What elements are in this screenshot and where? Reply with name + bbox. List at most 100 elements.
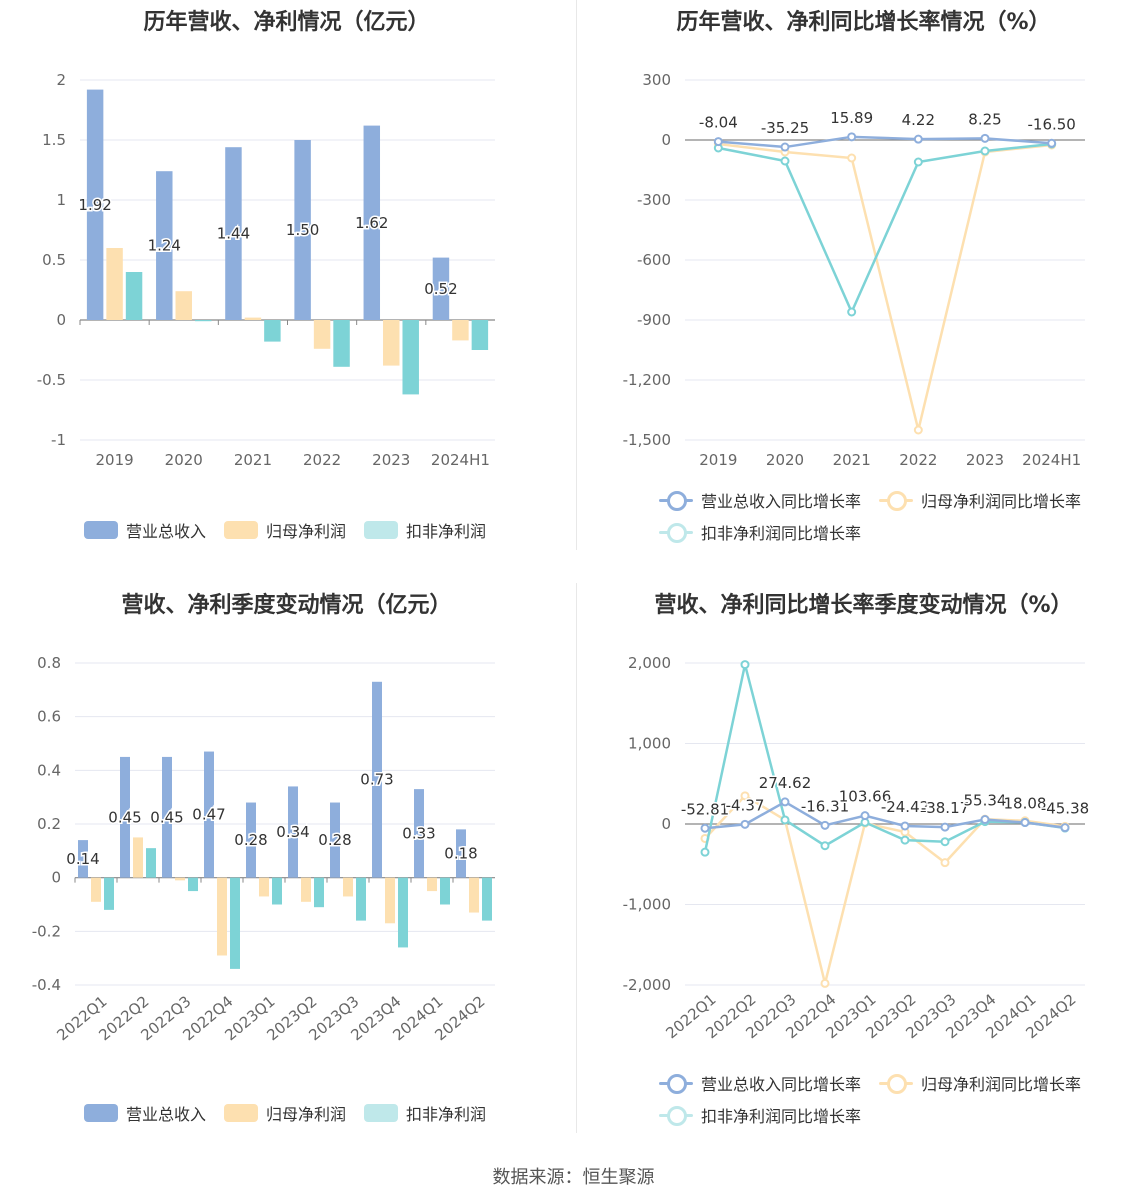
- chart-panel-annual-bar: 历年营收、净利情况（亿元） 2 1.5 1 0.5 0 -0.5 -1 2019 2020 202…: [0, 0, 573, 580]
- bar-value-label: 0.28: [234, 831, 267, 849]
- data-point: [913, 157, 923, 167]
- chart-panel-quarter-bar: 营收、净利季度变动情况（亿元） 0.8 0.6 0.4 0.2 0 -0.2 -0.4 202…: [0, 583, 573, 1163]
- data-point: [713, 137, 723, 147]
- bar-deducted: [333, 320, 350, 367]
- legend-item-revenue[interactable]: 营业总收入: [84, 518, 206, 542]
- bar-value-label: 0.47: [192, 806, 225, 824]
- bar-value-label: 1.24: [148, 237, 181, 255]
- legend-item-deducted-growth[interactable]: 扣非净利润同比增长率: [659, 520, 861, 544]
- chart-legend: 营业总收入同比增长率 归母净利润同比增长率 扣非净利润同比增长率: [659, 488, 1147, 552]
- chart-legend: 营业总收入 归母净利润 扣非净利润: [84, 518, 657, 550]
- bar-revenue: [330, 802, 340, 878]
- legend-line-icon: [659, 523, 693, 543]
- bar-net-profit: [383, 320, 400, 366]
- bar-revenue: [225, 147, 242, 320]
- data-point: [980, 146, 990, 156]
- x-tick-label: 2019: [95, 451, 133, 469]
- x-tick-label: 2021: [833, 451, 871, 469]
- data-point: [980, 133, 990, 143]
- legend-swatch-icon: [84, 1104, 118, 1122]
- quarter-bar-chart: 0.80.60.40.20-0.2-0.42022Q12022Q22022Q32…: [32, 654, 495, 1044]
- legend-swatch-icon: [224, 521, 259, 539]
- bar-deducted: [272, 877, 282, 905]
- chart-panel-quarter-line: 营收、净利同比增长率季度变动情况（%） 2,000 1,000 0 -1,000 -2,…: [577, 583, 1147, 1163]
- legend-item-deducted[interactable]: 扣非净利润: [364, 518, 486, 542]
- legend-line-icon: [659, 1106, 693, 1126]
- bar-deducted: [104, 877, 114, 910]
- bar-revenue: [432, 257, 450, 320]
- data-point: [847, 153, 857, 163]
- x-tick-label: 2022: [899, 451, 937, 469]
- point-value-label: -45.38: [1041, 800, 1089, 818]
- data-point: [780, 797, 790, 807]
- bar-value-label: 0.14: [66, 850, 99, 868]
- y-tick-label: 0.8: [37, 654, 61, 672]
- bar-net-profit: [91, 877, 101, 902]
- y-tick-label: 0: [51, 869, 61, 887]
- y-tick-label: 1.5: [42, 131, 66, 149]
- legend-item-deducted-growth[interactable]: 扣非净利润同比增长率: [659, 1103, 861, 1127]
- bar-revenue: [156, 171, 173, 320]
- legend-item-net-profit[interactable]: 归母净利润: [224, 1101, 346, 1125]
- annual-bar-chart: 2 1.5 1 0.5 0 -0.5 -1 2019 2020 2021 2022 2023 2024H…: [37, 71, 495, 469]
- chart-title: 历年营收、净利同比增长率情况（%）: [676, 10, 1051, 35]
- data-point: [900, 835, 910, 845]
- bar-net-profit: [175, 877, 185, 881]
- legend-item-net-profit-growth[interactable]: 归母净利润同比增长率: [879, 1071, 1081, 1095]
- bar-net-profit: [343, 877, 353, 897]
- y-tick-label: -600: [637, 251, 671, 269]
- chart-legend: 营业总收入 归母净利润 扣非净利润: [84, 1101, 657, 1133]
- bar-revenue: [363, 125, 381, 320]
- legend-label: 归母净利润: [266, 522, 347, 541]
- legend-item-revenue-growth[interactable]: 营业总收入同比增长率: [659, 488, 861, 512]
- legend-item-revenue-growth[interactable]: 营业总收入同比增长率: [659, 1071, 861, 1095]
- bar-value-label: 1.50: [286, 221, 319, 239]
- y-tick-label: -0.4: [32, 976, 61, 994]
- series-line-revenue-growth: [704, 800, 1066, 830]
- bar-deducted: [188, 877, 198, 892]
- y-tick-label: 2,000: [628, 654, 671, 672]
- bar-revenue: [372, 681, 382, 878]
- bar-deducted: [398, 877, 408, 948]
- data-point: [860, 811, 870, 821]
- y-tick-label: 1,000: [628, 735, 671, 753]
- series-line-deducted-growth: [718, 142, 1052, 316]
- data-point: [780, 142, 790, 152]
- point-value-label: -8.04: [699, 114, 738, 132]
- bar-revenue: [78, 840, 88, 878]
- bar-value-label: 0.28: [318, 831, 351, 849]
- bar-net-profit: [259, 877, 269, 897]
- legend-line-icon: [879, 1074, 914, 1094]
- bar-deducted: [125, 272, 143, 320]
- legend-label: 营业总收入同比增长率: [701, 492, 862, 511]
- point-value-label: -35.25: [761, 119, 809, 137]
- bar-deducted: [440, 877, 450, 905]
- divider-bottom: [576, 583, 577, 1133]
- legend-item-revenue[interactable]: 营业总收入: [84, 1101, 206, 1125]
- legend-label: 归母净利润: [266, 1105, 347, 1124]
- bar-net-profit: [313, 320, 331, 349]
- legend-label: 营业总收入: [126, 1105, 207, 1124]
- point-value-label: 15.89: [830, 109, 873, 127]
- bar-revenue: [86, 89, 104, 320]
- bar-revenue: [456, 829, 466, 878]
- bar-value-label: 1.44: [217, 225, 250, 243]
- bar-value-label: 1.92: [78, 196, 111, 214]
- legend-item-net-profit-growth[interactable]: 归母净利润同比增长率: [879, 488, 1081, 512]
- legend-swatch-icon: [364, 521, 399, 539]
- data-point: [820, 978, 830, 988]
- divider-top: [576, 0, 577, 550]
- data-point: [913, 425, 923, 435]
- bar-value-label: 1.62: [355, 214, 388, 232]
- bar-revenue: [120, 756, 130, 878]
- bar-deducted: [194, 320, 212, 322]
- quarter-line-chart: 2,0001,0000-1,000-2,0002022Q12022Q22022Q…: [623, 654, 1091, 1042]
- legend-item-deducted[interactable]: 扣非净利润: [364, 1101, 486, 1125]
- y-tick-label: -0.2: [32, 922, 61, 940]
- data-point: [940, 858, 950, 868]
- legend-item-net-profit[interactable]: 归母净利润: [224, 518, 346, 542]
- bar-deducted: [482, 877, 492, 921]
- series-line-revenue-growth: [718, 135, 1052, 149]
- legend-swatch-icon: [224, 1104, 259, 1122]
- bar-value-label: 0.73: [360, 771, 393, 789]
